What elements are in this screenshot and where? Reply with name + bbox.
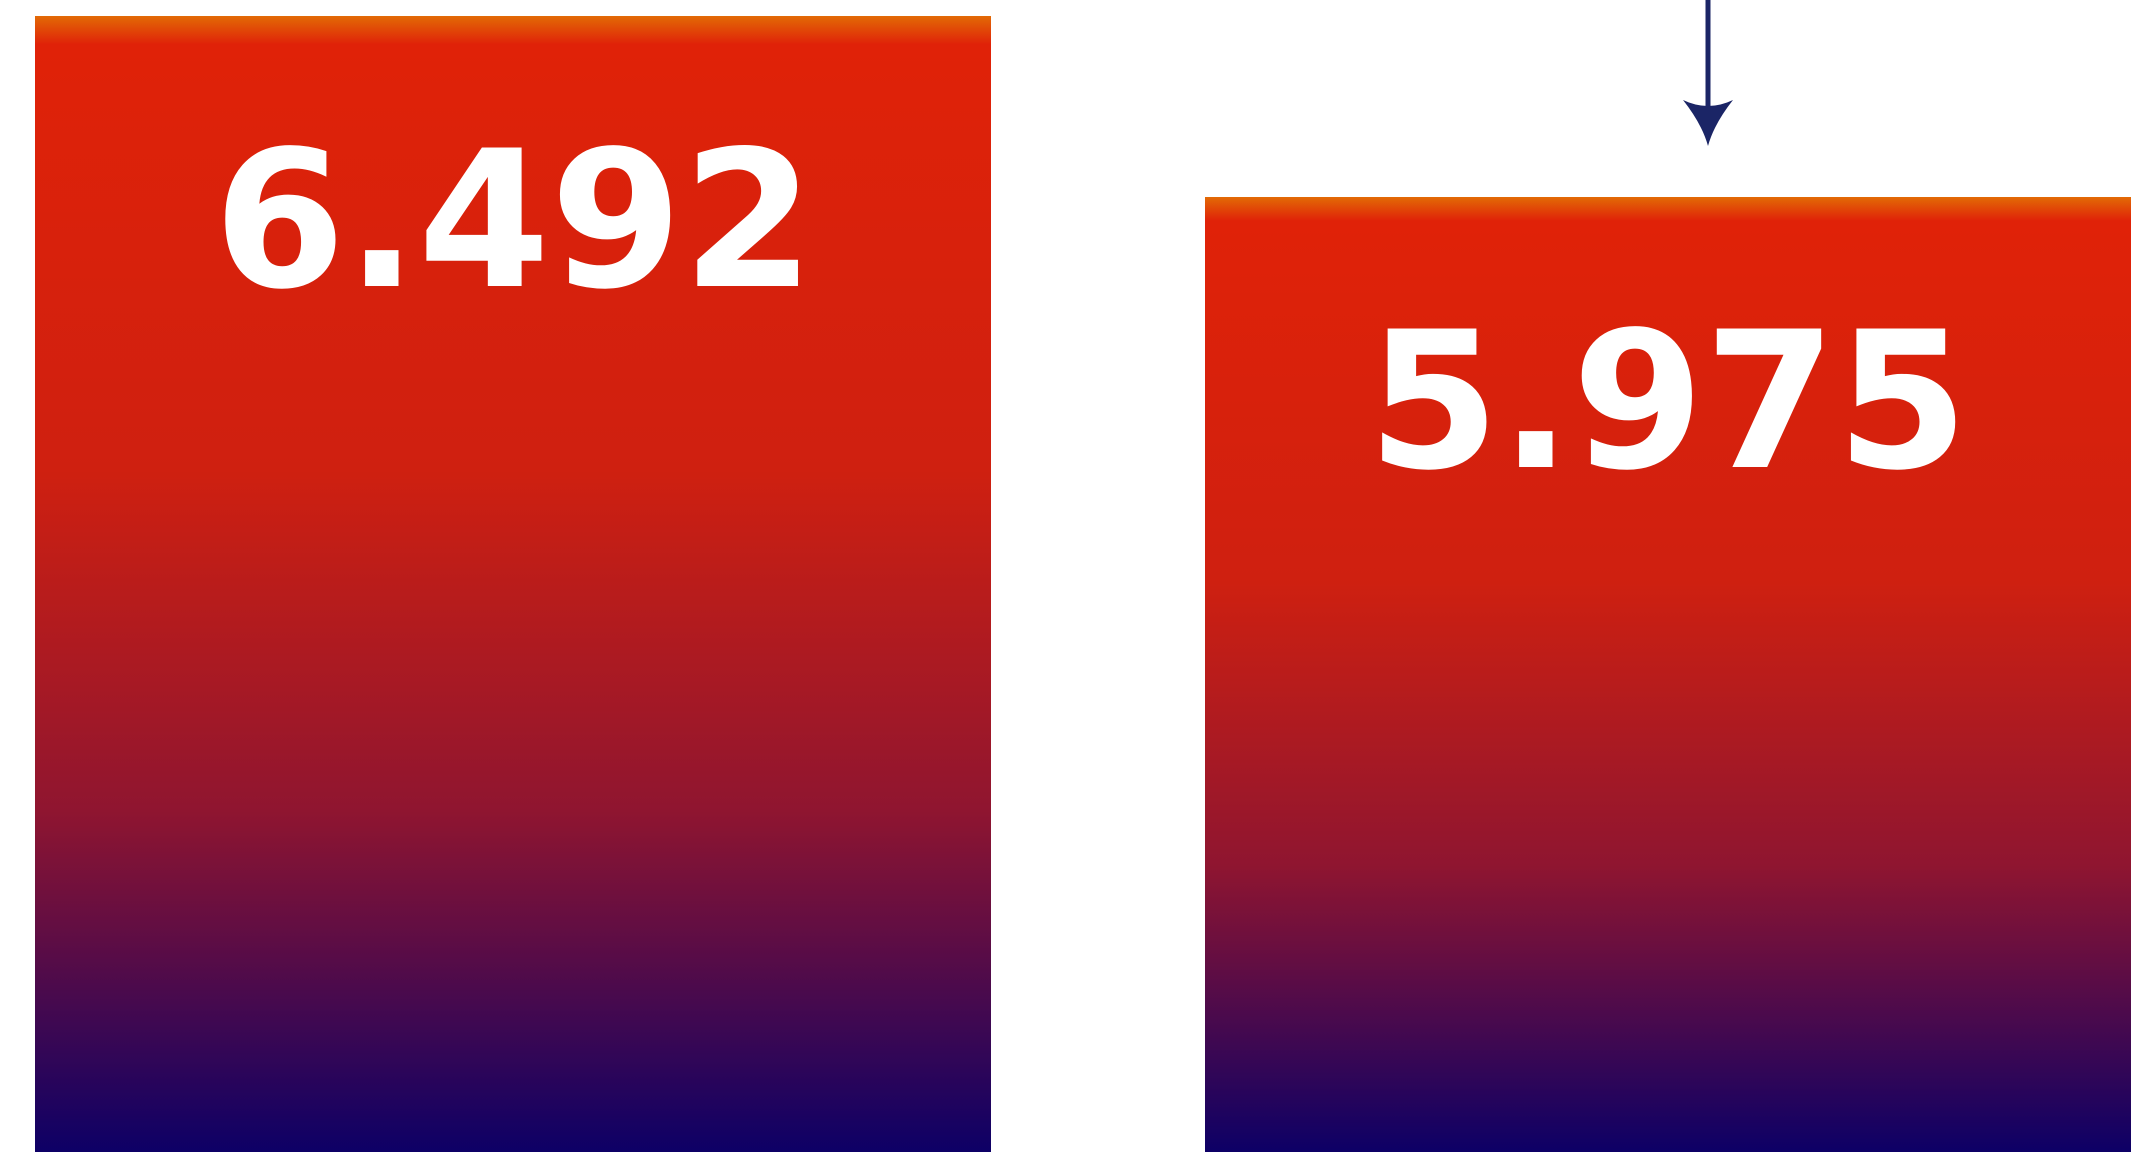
down-arrow-icon [1683, 100, 1733, 146]
bar-2-value-label: 5.975 [1368, 291, 1969, 512]
bar-2 [1205, 197, 2131, 1152]
bar-1-value-label: 6.492 [214, 110, 815, 331]
bar-1 [35, 16, 991, 1152]
